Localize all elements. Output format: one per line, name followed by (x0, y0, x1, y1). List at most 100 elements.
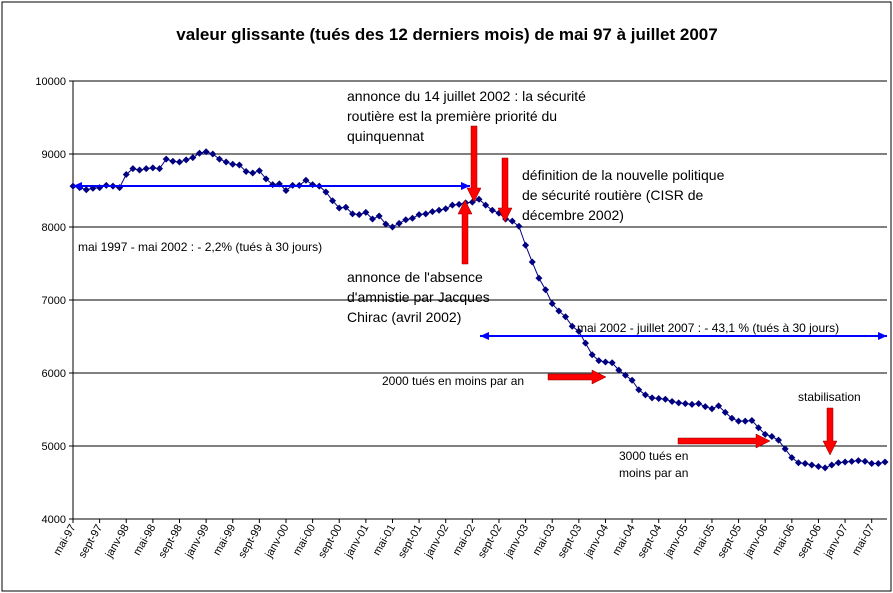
data-point (681, 400, 689, 408)
data-point (555, 307, 563, 315)
y-tick-label: 7000 (42, 295, 66, 307)
data-point (841, 458, 849, 466)
trend-arrow-2002-2007-head (878, 332, 887, 340)
data-point (222, 158, 230, 166)
data-point (748, 416, 756, 424)
data-point (369, 215, 377, 223)
data-point (229, 160, 237, 168)
red-arrow-amnistie (457, 199, 473, 265)
chart-title: valeur glissante (tués des 12 derniers m… (176, 25, 717, 44)
data-point (848, 457, 856, 465)
data-point (488, 206, 496, 214)
data-point (129, 165, 137, 173)
data-point (375, 212, 383, 220)
red-arrow-cisr (497, 157, 513, 223)
data-point (215, 155, 223, 163)
data-point (355, 211, 363, 219)
data-point (834, 459, 842, 467)
label-3000-tues: moins par an (619, 466, 688, 480)
data-point (362, 208, 370, 216)
data-point (522, 241, 530, 249)
data-point (868, 460, 876, 468)
data-point (515, 222, 523, 230)
data-point (548, 300, 556, 308)
data-point (701, 403, 709, 411)
trend-arrow-1997-2002-head (461, 182, 470, 190)
data-point (708, 405, 716, 413)
data-point (821, 464, 829, 472)
data-point (388, 223, 396, 231)
data-point (402, 216, 410, 224)
data-point (382, 220, 390, 228)
data-point (562, 313, 570, 321)
data-point (136, 166, 144, 174)
data-point (249, 169, 257, 177)
data-point (535, 274, 543, 282)
data-point (322, 188, 330, 196)
data-point (601, 358, 609, 366)
data-point (448, 201, 456, 209)
data-point (142, 165, 150, 173)
data-point (814, 462, 822, 470)
data-point (349, 210, 357, 218)
data-point (182, 156, 190, 164)
data-point (721, 408, 729, 416)
data-point (482, 201, 490, 209)
data-point (595, 357, 603, 365)
data-point (169, 157, 177, 165)
data-point (794, 459, 802, 467)
data-point (255, 167, 263, 175)
data-point (195, 149, 203, 157)
data-point (422, 210, 430, 218)
data-point (581, 339, 589, 347)
trend-label-1997-2002: mai 1997 - mai 2002 : - 2,2% (tués à 30 … (78, 240, 322, 254)
data-point (435, 206, 443, 214)
data-point (568, 322, 576, 330)
data-point (854, 457, 862, 465)
y-tick-label: 9000 (42, 149, 66, 161)
data-point (575, 327, 583, 335)
data-point (861, 457, 869, 465)
label-3000-tues: 3000 tués en (619, 449, 688, 463)
data-point (755, 424, 763, 432)
data-point (149, 164, 157, 172)
y-tick-label: 8000 (42, 222, 66, 234)
data-point (735, 417, 743, 425)
data-point (635, 386, 643, 394)
red-arrow-14-juillet (466, 125, 482, 203)
annotation-amnistie: Chirac (avril 2002) (347, 309, 461, 325)
data-point (808, 461, 816, 469)
data-point (768, 433, 776, 441)
data-point (648, 394, 656, 402)
data-point (235, 161, 243, 169)
data-point (122, 170, 130, 178)
red-arrow-3000 (677, 433, 771, 449)
annotation-cisr: décembre 2002) (522, 207, 624, 223)
data-point (442, 205, 450, 213)
data-point (661, 395, 669, 403)
data-point (881, 458, 889, 466)
red-arrow-2000 (547, 369, 607, 385)
data-point (741, 417, 749, 425)
data-point (828, 461, 836, 469)
annotation-14-juillet: routière est la première priorité du (347, 108, 557, 124)
data-point (342, 203, 350, 211)
annotation-14-juillet: annonce du 14 juillet 2002 : la sécurité (347, 88, 586, 104)
data-point (82, 186, 90, 194)
data-point (588, 351, 596, 359)
data-point (329, 197, 337, 205)
data-point (655, 395, 663, 403)
data-point (728, 414, 736, 422)
trend-arrow-1997-2002-head (73, 182, 82, 190)
data-point (335, 204, 343, 212)
data-point (302, 176, 310, 184)
data-point (415, 211, 423, 219)
data-point (641, 391, 649, 399)
data-point (788, 454, 796, 462)
data-point (528, 258, 536, 266)
data-point (628, 376, 636, 384)
data-point (688, 400, 696, 408)
